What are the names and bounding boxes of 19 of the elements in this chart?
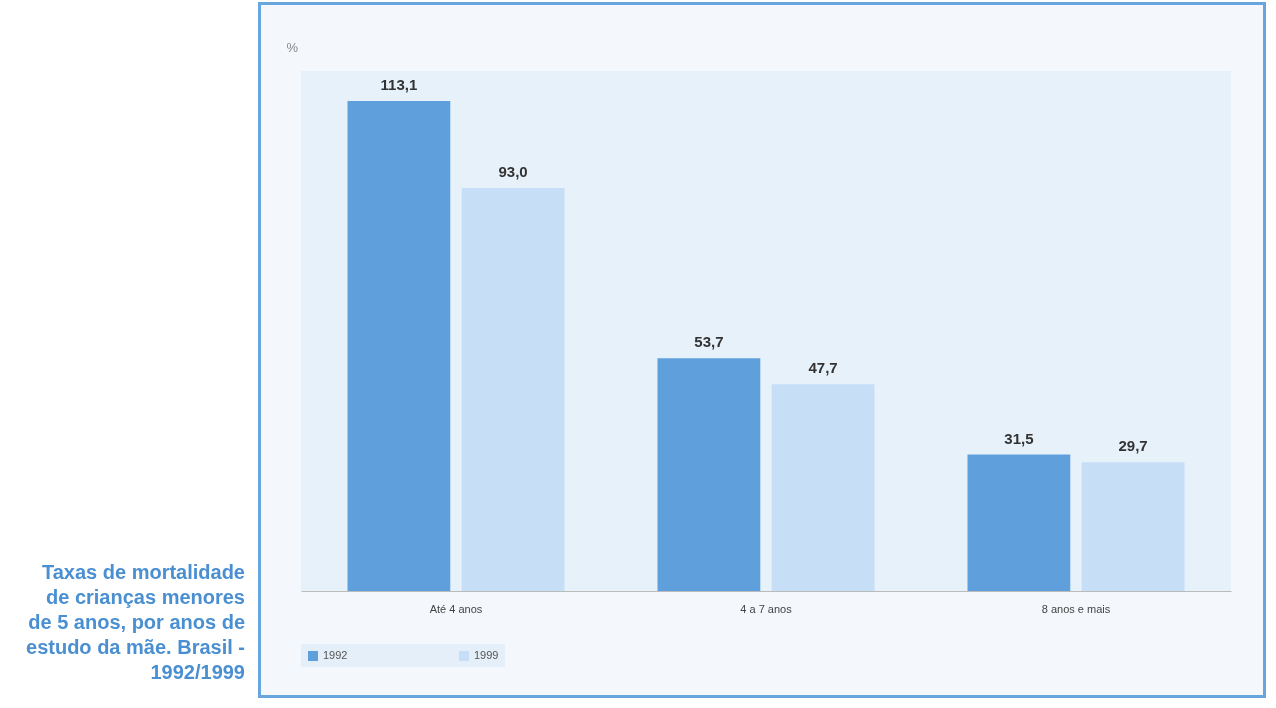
data-label: 53,7 (694, 333, 724, 351)
data-label: 113,1 (380, 75, 418, 93)
text: Taxas de mortalidade de crianças menores de 5 anos, por anos de estudo da mãe. Brasil - 1992/1999 (25, 560, 245, 685)
data-label: 93,0 (498, 163, 528, 180)
legend-label: 1999 (474, 649, 499, 661)
y-axis-title: % (286, 39, 299, 55)
bar (771, 384, 875, 591)
data-label: 29,7 (1118, 437, 1148, 455)
bar (347, 100, 451, 591)
data-label: 31,5 (1004, 429, 1034, 447)
bar (967, 454, 1071, 591)
bar (1081, 462, 1185, 591)
legend-label: 1992 (323, 649, 348, 661)
data-label: 47,7 (808, 359, 838, 377)
x-tick-label: 8 anos e mais (1041, 602, 1111, 615)
x-tick-label: 4 a 7 anos (740, 602, 793, 615)
bar (461, 188, 565, 591)
x-tick-label: Até 4 anos (429, 602, 483, 615)
bar (657, 358, 761, 591)
